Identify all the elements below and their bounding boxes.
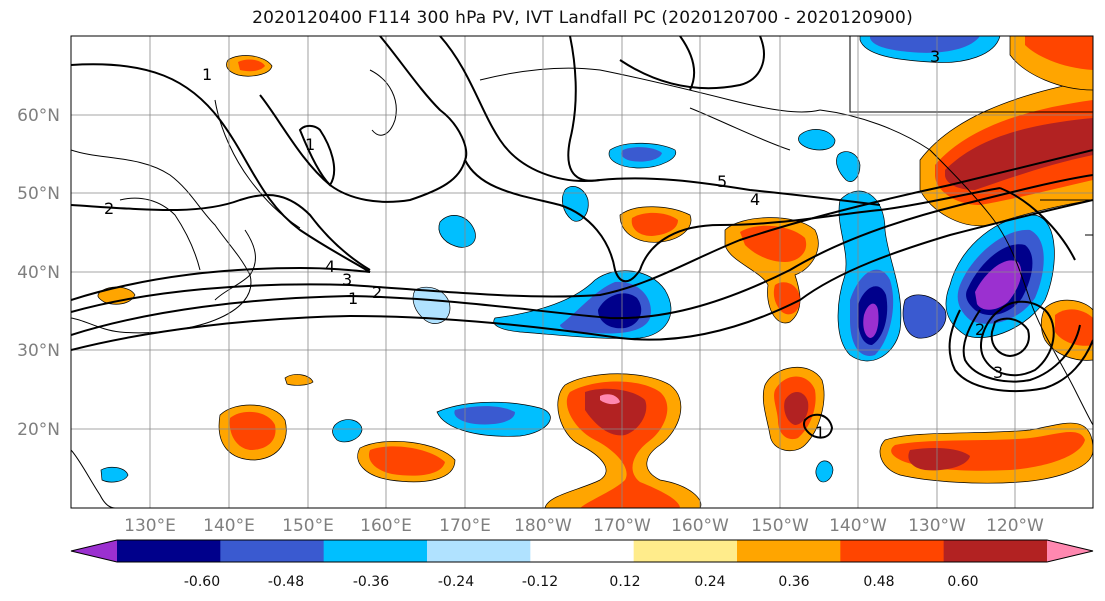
contour-label: 1 bbox=[305, 135, 315, 154]
colorbar-extend-max bbox=[1047, 540, 1093, 562]
lon-label: 160°W bbox=[671, 516, 729, 536]
colorbar-extend-min bbox=[71, 540, 117, 562]
lon-label: 130°E bbox=[124, 516, 176, 536]
pv-contours bbox=[71, 36, 1093, 439]
colorbar-label: 0.48 bbox=[863, 574, 894, 590]
colorbar-label: 0.60 bbox=[947, 574, 978, 590]
contour-label: 3 bbox=[993, 363, 1003, 382]
colorbar-swatch bbox=[427, 540, 531, 562]
colorbar-swatch bbox=[840, 540, 945, 562]
colorbar-label: -0.12 bbox=[522, 574, 558, 590]
contour-label: 2 bbox=[975, 320, 985, 339]
contour-labels: 1 2 3 4 5 4 2 1 3 1 2 3 1 bbox=[104, 47, 1003, 442]
map-panel: 1 2 3 4 5 4 2 1 3 1 2 3 1 bbox=[71, 36, 1093, 508]
colorbar-label: -0.36 bbox=[353, 574, 389, 590]
lon-label: 170°W bbox=[593, 516, 651, 536]
lat-label: 60°N bbox=[17, 106, 60, 126]
lat-label: 20°N bbox=[17, 420, 60, 440]
lat-label: 50°N bbox=[17, 184, 60, 204]
colorbar-swatch bbox=[530, 540, 635, 562]
colorbar-label: 0.12 bbox=[609, 574, 640, 590]
contour-label: 1 bbox=[815, 423, 825, 442]
contour-label: 5 bbox=[717, 172, 727, 191]
colorbar-swatch bbox=[737, 540, 841, 562]
contour-label: 3 bbox=[930, 47, 940, 66]
colorbar-label: -0.24 bbox=[438, 574, 474, 590]
lon-label: 170°E bbox=[439, 516, 491, 536]
contour-label: 2 bbox=[372, 283, 382, 302]
colorbar-label: 0.24 bbox=[694, 574, 725, 590]
lon-label: 150°E bbox=[282, 516, 334, 536]
contour-label: 3 bbox=[342, 270, 352, 289]
colorbar-swatch bbox=[117, 540, 221, 562]
longitude-labels: 130°E 140°E 150°E 160°E 170°E 180°W 170°… bbox=[124, 516, 1044, 536]
lon-label: 130°W bbox=[908, 516, 966, 536]
colorbar-swatch bbox=[633, 540, 738, 562]
contour-label: 1 bbox=[202, 65, 212, 84]
colorbar bbox=[70, 539, 1094, 563]
lat-label: 30°N bbox=[17, 341, 60, 361]
colorbar-label: 0.36 bbox=[778, 574, 809, 590]
contour-label: 2 bbox=[104, 199, 114, 218]
lon-label: 120°W bbox=[986, 516, 1044, 536]
colorbar-swatch bbox=[220, 540, 325, 562]
colorbar-label: -0.48 bbox=[268, 574, 304, 590]
gridlines bbox=[71, 36, 1093, 508]
colorbar-swatch bbox=[323, 540, 428, 562]
colorbar-tick-labels: -0.60 -0.48 -0.36 -0.24 -0.12 0.12 0.24 … bbox=[184, 574, 979, 590]
lon-label: 160°E bbox=[360, 516, 412, 536]
lon-label: 150°W bbox=[751, 516, 809, 536]
contour-label: 4 bbox=[325, 257, 335, 276]
latitude-labels: 60°N 50°N 40°N 30°N 20°N bbox=[17, 106, 60, 440]
lon-label: 140°W bbox=[829, 516, 887, 536]
map-title: 2020120400 F114 300 hPa PV, IVT Landfall… bbox=[252, 8, 913, 28]
colorbar-label: -0.60 bbox=[184, 574, 220, 590]
pv-shading bbox=[97, 36, 1093, 508]
contour-label: 1 bbox=[348, 289, 358, 308]
map-frame bbox=[70, 35, 1094, 509]
colorbar-outline bbox=[70, 539, 1094, 563]
lon-label: 140°E bbox=[203, 516, 255, 536]
lat-label: 40°N bbox=[17, 263, 60, 283]
contour-label: 4 bbox=[750, 190, 760, 209]
colorbar-swatch bbox=[943, 540, 1048, 562]
lon-label: 180°W bbox=[514, 516, 572, 536]
